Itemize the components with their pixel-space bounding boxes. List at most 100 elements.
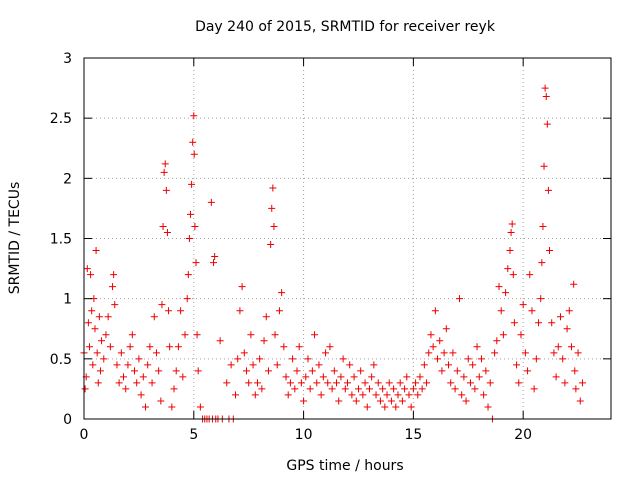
data-point: [344, 379, 351, 387]
y-tick-label: 3: [63, 51, 72, 67]
data-point: [352, 397, 360, 405]
data-point: [291, 385, 299, 393]
data-point: [379, 385, 387, 393]
data-point: [91, 325, 99, 333]
data-point: [396, 379, 404, 387]
data-point: [95, 313, 103, 321]
data-point: [84, 319, 92, 327]
data-point: [565, 307, 573, 315]
data-point: [258, 385, 266, 393]
data-point: [506, 247, 514, 255]
data-point: [449, 349, 457, 357]
data-point: [260, 337, 268, 345]
data-point: [552, 373, 560, 381]
data-point: [152, 349, 160, 357]
data-point: [158, 301, 166, 309]
data-point: [440, 349, 448, 357]
x-axis-title: GPS time / hours: [286, 458, 403, 474]
data-point: [455, 295, 463, 303]
x-tick-label: 0: [80, 427, 89, 443]
data-point: [431, 307, 439, 315]
data-point: [447, 379, 455, 387]
data-point: [561, 379, 569, 387]
data-point: [427, 331, 435, 339]
data-point: [306, 385, 314, 393]
data-point: [464, 355, 472, 363]
data-point: [546, 247, 554, 255]
data-point: [477, 355, 485, 363]
data-point: [550, 349, 558, 357]
data-point: [469, 361, 477, 369]
data-point: [346, 361, 354, 369]
data-point: [189, 138, 197, 146]
data-point: [486, 379, 494, 387]
data-point: [273, 361, 281, 369]
data-point: [540, 162, 548, 170]
data-point: [475, 373, 483, 381]
data-point: [412, 379, 420, 387]
data-point: [295, 343, 303, 351]
data-point: [210, 259, 218, 267]
data-point: [223, 379, 231, 387]
data-point: [324, 379, 332, 387]
data-point: [240, 349, 248, 357]
data-point: [94, 379, 102, 387]
data-point: [92, 247, 100, 255]
data-point: [538, 259, 546, 267]
data-point: [376, 397, 384, 405]
y-tick-label: 0: [63, 412, 72, 428]
data-point: [484, 403, 492, 411]
data-point: [370, 361, 378, 369]
data-point: [541, 84, 549, 92]
data-point: [363, 403, 371, 411]
data-point: [282, 373, 290, 381]
data-point: [515, 379, 523, 387]
data-point: [111, 301, 119, 309]
data-point: [418, 385, 426, 393]
data-point: [570, 280, 578, 288]
data-point: [554, 343, 562, 351]
data-point: [322, 349, 330, 357]
data-point: [211, 253, 219, 261]
data-point: [528, 307, 536, 315]
data-point: [85, 343, 93, 351]
data-point: [162, 186, 170, 194]
data-point: [313, 379, 321, 387]
data-point: [359, 391, 367, 399]
data-point: [405, 391, 413, 399]
data-point: [341, 385, 349, 393]
axis-ticks: 0 5 10 15 20 0 0.5 1 1.5 2 2.5 3: [50, 51, 611, 443]
data-point: [177, 307, 185, 315]
data-point: [268, 204, 276, 212]
data-point: [232, 391, 240, 399]
data-point: [436, 337, 444, 345]
data-point: [572, 385, 580, 393]
data-point: [284, 391, 292, 399]
data-point: [271, 331, 279, 339]
data-point: [190, 112, 198, 120]
data-point: [89, 361, 97, 369]
data-point: [559, 355, 567, 363]
data-point: [519, 301, 527, 309]
data-point: [317, 391, 325, 399]
data-point: [304, 355, 312, 363]
data-point: [365, 385, 373, 393]
data-point: [368, 373, 376, 381]
data-point: [193, 331, 201, 339]
data-point: [256, 355, 264, 363]
data-point: [328, 385, 336, 393]
data-point: [471, 385, 479, 393]
data-point: [144, 361, 152, 369]
data-point: [383, 391, 391, 399]
y-tick-label: 2.5: [50, 111, 72, 127]
data-point: [326, 343, 334, 351]
x-tick-label: 20: [514, 427, 532, 443]
data-point: [571, 367, 579, 375]
data-point: [251, 391, 259, 399]
data-point: [87, 271, 95, 279]
data-point: [354, 385, 362, 393]
data-point: [172, 367, 180, 375]
data-point: [264, 367, 272, 375]
data-point: [120, 373, 128, 381]
